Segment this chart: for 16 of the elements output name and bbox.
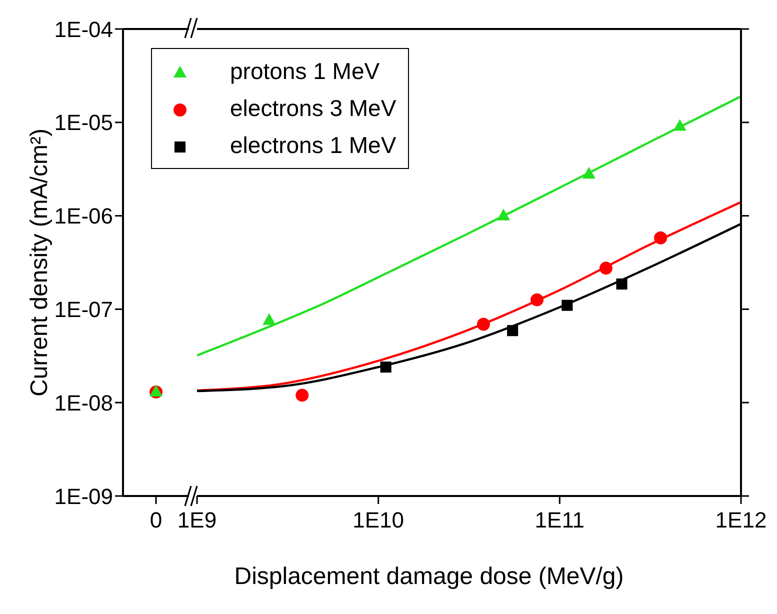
- x-axis-title: Displacement damage dose (MeV/g): [234, 563, 624, 590]
- x-tick-label: 1E12: [715, 508, 767, 533]
- legend-label: electrons 3 MeV: [230, 95, 396, 122]
- y-tick-label: 1E-08: [54, 390, 113, 416]
- x-tick-label: 0: [150, 508, 162, 533]
- x-tick-label: 1E9: [177, 508, 217, 533]
- legend-label: protons 1 MeV: [230, 58, 380, 85]
- y-tick-label: 1E-04: [54, 16, 113, 42]
- y-axis-title: Current density (mA/cm²): [26, 128, 53, 397]
- y-tick-label: 1E-09: [54, 484, 113, 509]
- y-tick-label: 1E-06: [54, 204, 113, 229]
- y-tick-label: 1E-07: [54, 297, 113, 322]
- x-tick-label: 1E10: [352, 508, 404, 533]
- x-tick-label: 1E11: [534, 508, 585, 533]
- y-tick-label: 1E-05: [54, 110, 113, 136]
- legend-label: electrons 1 MeV: [230, 132, 396, 159]
